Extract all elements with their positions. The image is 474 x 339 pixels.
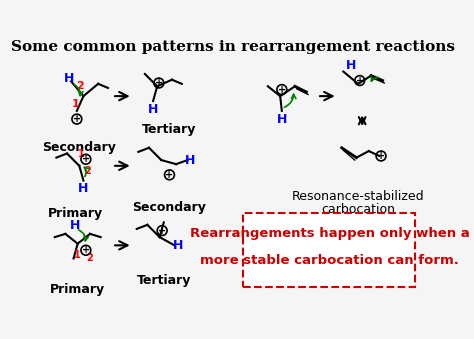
Text: +: + <box>73 114 81 124</box>
Text: H: H <box>70 219 81 232</box>
Text: 1: 1 <box>74 250 81 260</box>
Text: +: + <box>165 170 173 180</box>
Text: +: + <box>82 154 90 164</box>
Text: 1: 1 <box>72 99 79 109</box>
Text: Resonance-stabilized: Resonance-stabilized <box>292 191 424 203</box>
FancyArrowPatch shape <box>284 94 296 107</box>
Text: H: H <box>346 59 357 72</box>
Text: 2: 2 <box>86 254 92 263</box>
Text: H: H <box>277 113 287 125</box>
Text: H: H <box>64 72 74 85</box>
Text: +: + <box>82 245 90 255</box>
Text: 2: 2 <box>76 81 84 91</box>
Text: 1: 1 <box>78 149 84 159</box>
FancyArrowPatch shape <box>371 76 378 81</box>
Text: +: + <box>377 151 385 161</box>
Text: carbocation: carbocation <box>321 203 395 216</box>
Text: +: + <box>356 76 364 85</box>
Text: 2: 2 <box>84 166 91 176</box>
Text: Tertiary: Tertiary <box>137 274 191 287</box>
Text: more stable carbocation can form.: more stable carbocation can form. <box>200 254 459 267</box>
FancyArrowPatch shape <box>79 230 88 241</box>
FancyArrowPatch shape <box>84 167 89 177</box>
Text: Tertiary: Tertiary <box>142 123 197 136</box>
Text: H: H <box>185 154 195 166</box>
Text: Secondary: Secondary <box>133 201 207 214</box>
Text: +: + <box>155 78 163 88</box>
Text: Primary: Primary <box>50 283 105 296</box>
Text: +: + <box>158 225 166 236</box>
Text: Secondary: Secondary <box>42 141 116 154</box>
Text: H: H <box>173 239 183 252</box>
Text: +: + <box>278 84 286 95</box>
Text: Primary: Primary <box>48 207 103 220</box>
FancyArrowPatch shape <box>74 84 83 96</box>
Text: Rearrangements happen only when a: Rearrangements happen only when a <box>190 227 469 240</box>
FancyBboxPatch shape <box>243 213 416 287</box>
Text: H: H <box>148 103 158 116</box>
Text: H: H <box>78 182 89 195</box>
Text: Some common patterns in rearrangement reactions: Some common patterns in rearrangement re… <box>10 40 455 54</box>
